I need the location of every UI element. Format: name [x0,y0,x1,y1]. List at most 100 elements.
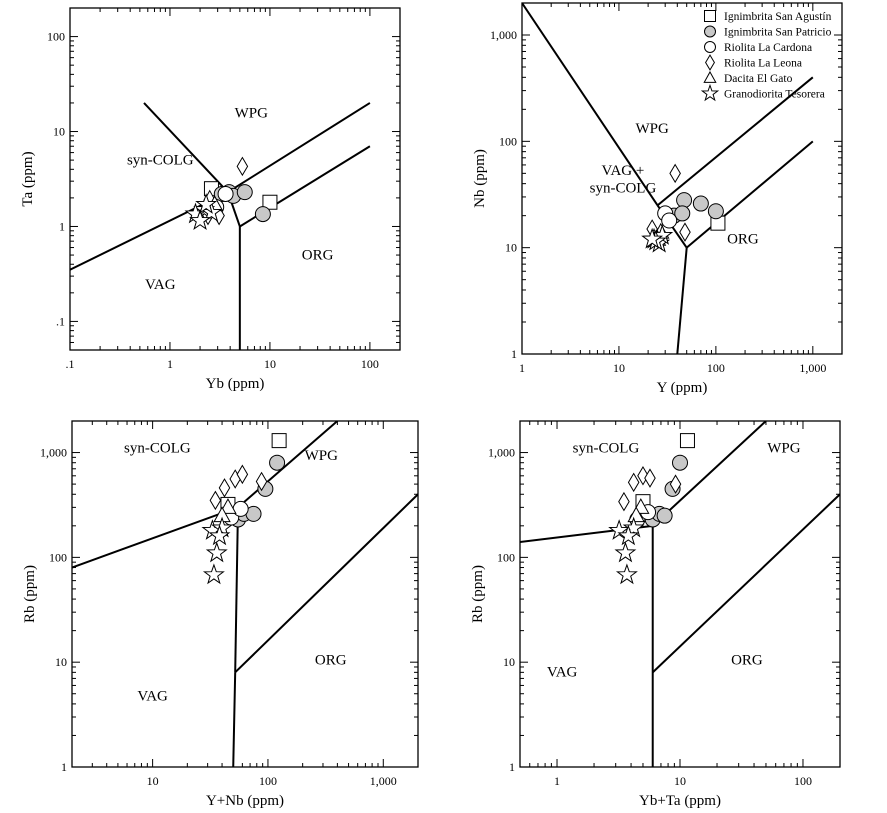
field-label: ORG [727,231,759,247]
field-label: syn-COLG [573,441,640,457]
data-point-circle [672,454,688,471]
data-point-star [641,227,664,249]
field-label: ORG [315,653,347,669]
y-tick-label: 100 [497,550,515,564]
field-boundary-line [652,421,767,527]
data-point-diamond [669,474,682,494]
axis-ticks [519,420,841,768]
panel-rb-ybta: 1 10 100 1 10 100 1,000 Yb+Ta (ppm) Rb (ppm) syn-… [470,420,841,809]
field-boundaries [72,421,418,767]
data-point-star [608,519,631,540]
field-label: WPG [305,448,339,464]
y-tick-label: 1 [61,760,67,774]
data-point-diamond [236,464,249,485]
data-point-circle [254,206,271,223]
x-tick-label: 1 [519,361,525,375]
field-label: VAG + [602,163,645,179]
y-tick-label: 100 [47,30,65,44]
data-point-circle [217,185,234,202]
plot-frame [521,2,843,355]
field-label: VAG [145,277,176,293]
data-points [641,163,726,253]
data-point-circle [692,195,709,212]
data-point-diamond [627,472,640,493]
x-tick-label: 10 [613,361,625,375]
field-boundary-line [652,493,840,674]
legend-symbol-diamond [705,54,715,71]
y-tick-label: 10 [55,655,67,669]
series [657,205,678,229]
field-label: syn-COLG [590,181,657,197]
data-point-star [615,563,638,585]
field-boundary-line [676,247,688,354]
data-point-star [614,541,637,563]
y-tick-label: 10 [503,655,515,669]
y-axis-label: Nb (ppm) [472,149,488,208]
x-tick-label: 100 [707,361,725,375]
field-boundary-line [656,76,814,207]
legend-symbol-triangle [703,70,717,83]
x-axis-label: Yb (ppm) [206,376,265,392]
data-point-circle [674,205,691,222]
data-point-diamond [236,156,249,177]
legend-symbol-star [700,83,720,102]
data-point-circle [269,454,286,471]
data-point-circle [236,184,253,201]
data-points [608,433,695,585]
data-point-square [679,433,695,449]
field-boundary-line [72,506,239,569]
series [627,498,650,523]
field-boundary-line [522,3,659,206]
x-axis-label: Y (ppm) [657,380,708,396]
series [220,433,287,512]
series [618,466,682,512]
axis-ticks [69,7,401,351]
data-point-star [622,516,645,538]
y-tick-label: .1 [56,314,65,328]
legend-label: Ignimbrita San Patricio [724,27,832,39]
y-tick-label: 10 [53,125,65,139]
data-point-triangle [219,498,237,514]
data-point-circle [676,192,693,209]
panel-ta-yb: .1 1 10 100 .1 1 10 100 Yb (ppm) Ta (ppm) WPG syn-C… [20,7,401,392]
legend-symbol-square [704,10,716,22]
data-point-diamond [618,491,630,512]
series [209,464,268,511]
plot-frame [71,420,419,768]
field-label: ORG [731,653,763,669]
series [608,516,645,585]
panel-rb-ynb: 10 100 1,000 1 10 100 1,000 Y+Nb (ppm) Rb (ppm) s… [22,420,419,809]
x-tick-label: 10 [674,774,686,788]
x-tick-label: 1,000 [370,774,397,788]
data-point-circle [232,500,249,517]
data-point-triangle [627,506,645,523]
x-axis-label: Yb+Ta (ppm) [639,793,721,809]
y-tick-label: 1 [509,760,515,774]
series [184,193,223,231]
data-point-circle [707,203,724,220]
x-tick-label: 100 [794,774,812,788]
x-tick-label: 1 [554,774,560,788]
x-tick-label: 100 [259,774,277,788]
y-axis-label: Rb (ppm) [22,565,38,623]
data-point-star [617,524,640,546]
field-boundaries [70,102,371,350]
field-boundaries [522,3,814,354]
legend-symbol-circle [704,41,716,53]
field-boundary-line [686,140,814,249]
y-tick-label: 1 [59,219,65,233]
y-axis-label: Ta (ppm) [20,151,36,206]
data-point-diamond [218,478,231,498]
field-label: WPG [635,121,669,137]
x-tick-label: 10 [264,357,276,371]
legend-symbol-circle [704,25,716,38]
data-points [184,156,278,231]
field-boundary-line [234,507,239,673]
x-tick-label: 1,000 [799,361,826,375]
y-tick-label: 100 [49,550,67,564]
field-boundary-line [234,493,418,674]
x-tick-label: 1 [167,357,173,371]
data-point-diamond [669,163,681,184]
data-point-diamond [209,490,222,511]
